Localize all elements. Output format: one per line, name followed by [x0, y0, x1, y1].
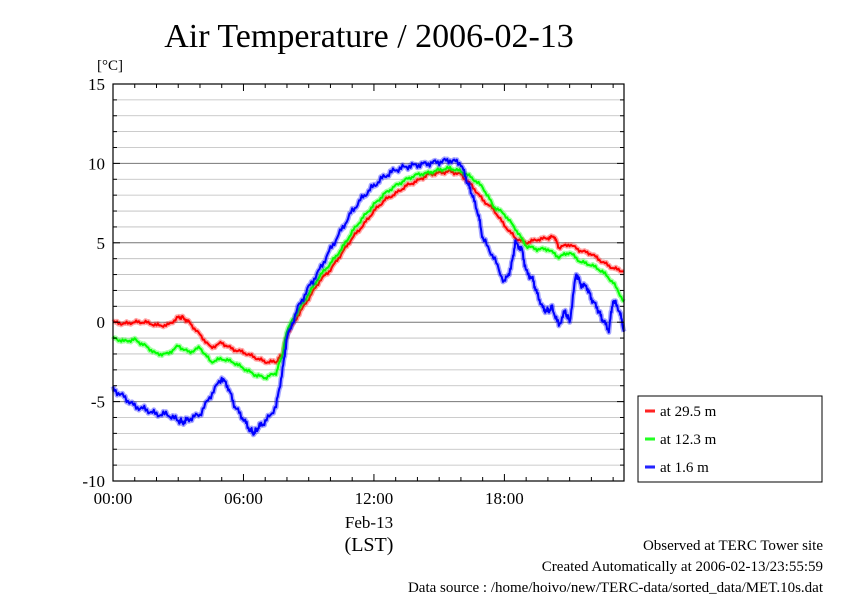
- x-tick-label: 12:00: [355, 489, 394, 508]
- data-series: [110, 156, 627, 438]
- legend-label-at-12-3-m: at 12.3 m: [660, 432, 717, 448]
- legend-label-at-1-6-m: at 1.6 m: [660, 460, 709, 476]
- creation-time-note: Created Automatically at 2006-02-13/23:5…: [542, 559, 823, 575]
- legend: at 29.5 m at 12.3 m at 1.6 m: [645, 404, 717, 476]
- y-tick-label: -10: [82, 472, 105, 491]
- y-tick-label: 15: [88, 75, 105, 94]
- y-tick-label: 0: [97, 313, 106, 332]
- y-tick-label: -5: [91, 393, 105, 412]
- plot-frame: [112, 83, 625, 482]
- observation-site-note: Observed at TERC Tower site: [643, 538, 823, 554]
- x-tick-label: 00:00: [94, 489, 133, 508]
- chart-title: Air Temperature / 2006-02-13: [164, 18, 574, 55]
- series-line-at-12-3-m: [112, 165, 625, 380]
- series-line-at-1-6-m: [112, 157, 625, 436]
- legend-box: [637, 395, 823, 483]
- x-tick-label: 06:00: [224, 489, 263, 508]
- data-source-note: Data source : /home/hoivo/new/TERC-data/…: [408, 580, 824, 595]
- legend-label-at-29-5-m: at 29.5 m: [660, 404, 717, 420]
- axis-ticks: 00:00 06:00 12:00 18:00 -10 -5 0 5 10 15: [82, 75, 624, 508]
- x-axis-label: (LST): [345, 534, 394, 556]
- y-tick-label: 5: [97, 234, 106, 253]
- y-tick-label: 10: [88, 154, 105, 173]
- date-label: Feb-13: [345, 513, 393, 532]
- x-tick-label: 18:00: [485, 489, 524, 508]
- series-line-at-29-5-m: [112, 169, 624, 364]
- y-axis-unit-label: [°C]: [97, 58, 123, 74]
- grid-lines: [113, 99, 624, 466]
